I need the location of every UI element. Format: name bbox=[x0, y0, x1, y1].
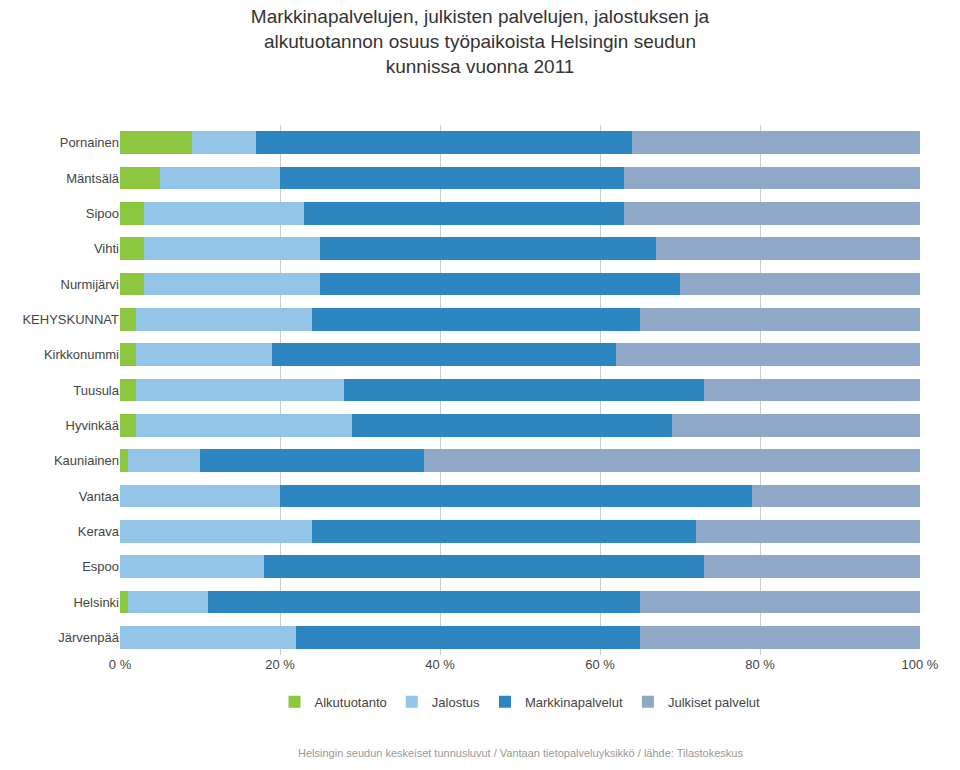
svg-text:Nurmijärvi: Nurmijärvi bbox=[61, 277, 120, 292]
svg-text:Vantaa: Vantaa bbox=[79, 489, 120, 504]
svg-text:Tuusula: Tuusula bbox=[73, 383, 120, 398]
svg-text:Järvenpää: Järvenpää bbox=[58, 630, 119, 645]
svg-text:Markkinapalvelujen, julkisten: Markkinapalvelujen, julkisten palvelujen… bbox=[251, 6, 710, 76]
svg-text:Kerava: Kerava bbox=[78, 524, 120, 539]
svg-text:Vihti: Vihti bbox=[94, 241, 119, 256]
svg-text:40 %: 40 % bbox=[425, 657, 455, 672]
svg-text:80 %: 80 % bbox=[745, 657, 775, 672]
svg-text:100 %: 100 % bbox=[902, 657, 939, 672]
svg-text:Pornainen: Pornainen bbox=[60, 135, 119, 150]
svg-text:Jalostus: Jalostus bbox=[432, 695, 480, 710]
svg-text:Helsingin seudun keskeiset tun: Helsingin seudun keskeiset tunnusluvut /… bbox=[298, 747, 743, 759]
svg-text:Alkutuotanto: Alkutuotanto bbox=[315, 695, 387, 710]
svg-text:Espoo: Espoo bbox=[82, 559, 119, 574]
svg-text:60 %: 60 % bbox=[585, 657, 615, 672]
svg-text:Julkiset palvelut: Julkiset palvelut bbox=[668, 695, 760, 710]
svg-text:0 %: 0 % bbox=[109, 657, 132, 672]
svg-text:Helsinki: Helsinki bbox=[73, 595, 119, 610]
svg-text:20 %: 20 % bbox=[265, 657, 295, 672]
svg-text:Kirkkonummi: Kirkkonummi bbox=[44, 347, 119, 362]
svg-text:KEHYSKUNNAT: KEHYSKUNNAT bbox=[22, 312, 119, 327]
svg-text:Mäntsälä: Mäntsälä bbox=[66, 171, 120, 186]
svg-text:Sipoo: Sipoo bbox=[86, 206, 119, 221]
svg-text:Markkinapalvelut: Markkinapalvelut bbox=[525, 695, 623, 710]
svg-text:Hyvinkää: Hyvinkää bbox=[66, 418, 120, 433]
svg-text:Kauniainen: Kauniainen bbox=[54, 453, 119, 468]
